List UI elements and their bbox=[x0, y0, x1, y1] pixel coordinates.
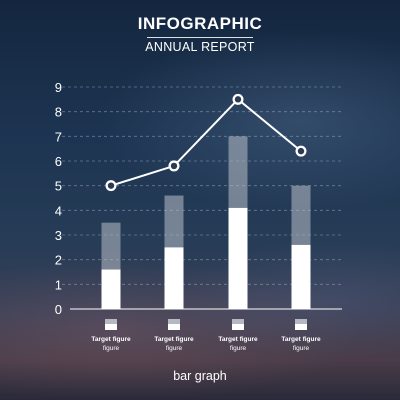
page-title: INFOGRAPHIC bbox=[137, 14, 263, 33]
category-sublabel: figure bbox=[103, 345, 120, 352]
category-sublabel: figure bbox=[230, 345, 247, 352]
category-swatch-top bbox=[232, 319, 244, 324]
y-tick-label: 1 bbox=[55, 277, 62, 292]
y-tick-label: 2 bbox=[55, 253, 62, 268]
y-tick-label: 8 bbox=[55, 105, 62, 120]
category-label: Target figure bbox=[154, 336, 194, 343]
series-line bbox=[110, 97, 302, 187]
category-swatch-top bbox=[168, 319, 180, 324]
y-tick-label: 4 bbox=[55, 203, 62, 218]
line-point-inner bbox=[170, 162, 178, 170]
y-tick-label: 7 bbox=[55, 129, 62, 144]
category-sublabel: figure bbox=[166, 345, 183, 352]
bar-segment-lower bbox=[228, 207, 248, 309]
bar-segment-lower bbox=[164, 247, 184, 309]
y-tick-label: 0 bbox=[55, 302, 62, 317]
chart-caption: bar graph bbox=[173, 369, 227, 383]
category-swatch-top bbox=[295, 319, 307, 324]
y-tick-label: 9 bbox=[55, 80, 62, 95]
y-tick-label: 5 bbox=[55, 179, 62, 194]
category-sublabel: figure bbox=[293, 345, 310, 352]
category-swatch-bottom bbox=[105, 324, 117, 330]
y-tick-label: 6 bbox=[55, 154, 62, 169]
category-label: Target figure bbox=[218, 336, 258, 343]
line-point-inner bbox=[107, 182, 115, 189]
bar-segment-upper bbox=[228, 136, 248, 208]
title-divider bbox=[147, 37, 253, 38]
category-swatch-bottom bbox=[168, 324, 180, 330]
bar-segment-lower bbox=[101, 269, 121, 309]
bar-segment-upper bbox=[164, 195, 184, 248]
bar-segment-upper bbox=[101, 222, 121, 270]
category-label: Target figure bbox=[91, 336, 131, 343]
category-swatch-bottom bbox=[232, 324, 244, 330]
bar-segment-lower bbox=[291, 244, 311, 309]
category-label: Target figure bbox=[281, 336, 321, 343]
bar-segment-upper bbox=[291, 185, 311, 245]
category-swatch-top bbox=[105, 319, 117, 324]
category-swatch-bottom bbox=[295, 324, 307, 330]
page-subtitle: ANNUAL REPORT bbox=[145, 40, 255, 54]
line-point-inner bbox=[297, 147, 305, 155]
y-tick-label: 3 bbox=[55, 228, 62, 243]
line-point-inner bbox=[234, 96, 242, 103]
